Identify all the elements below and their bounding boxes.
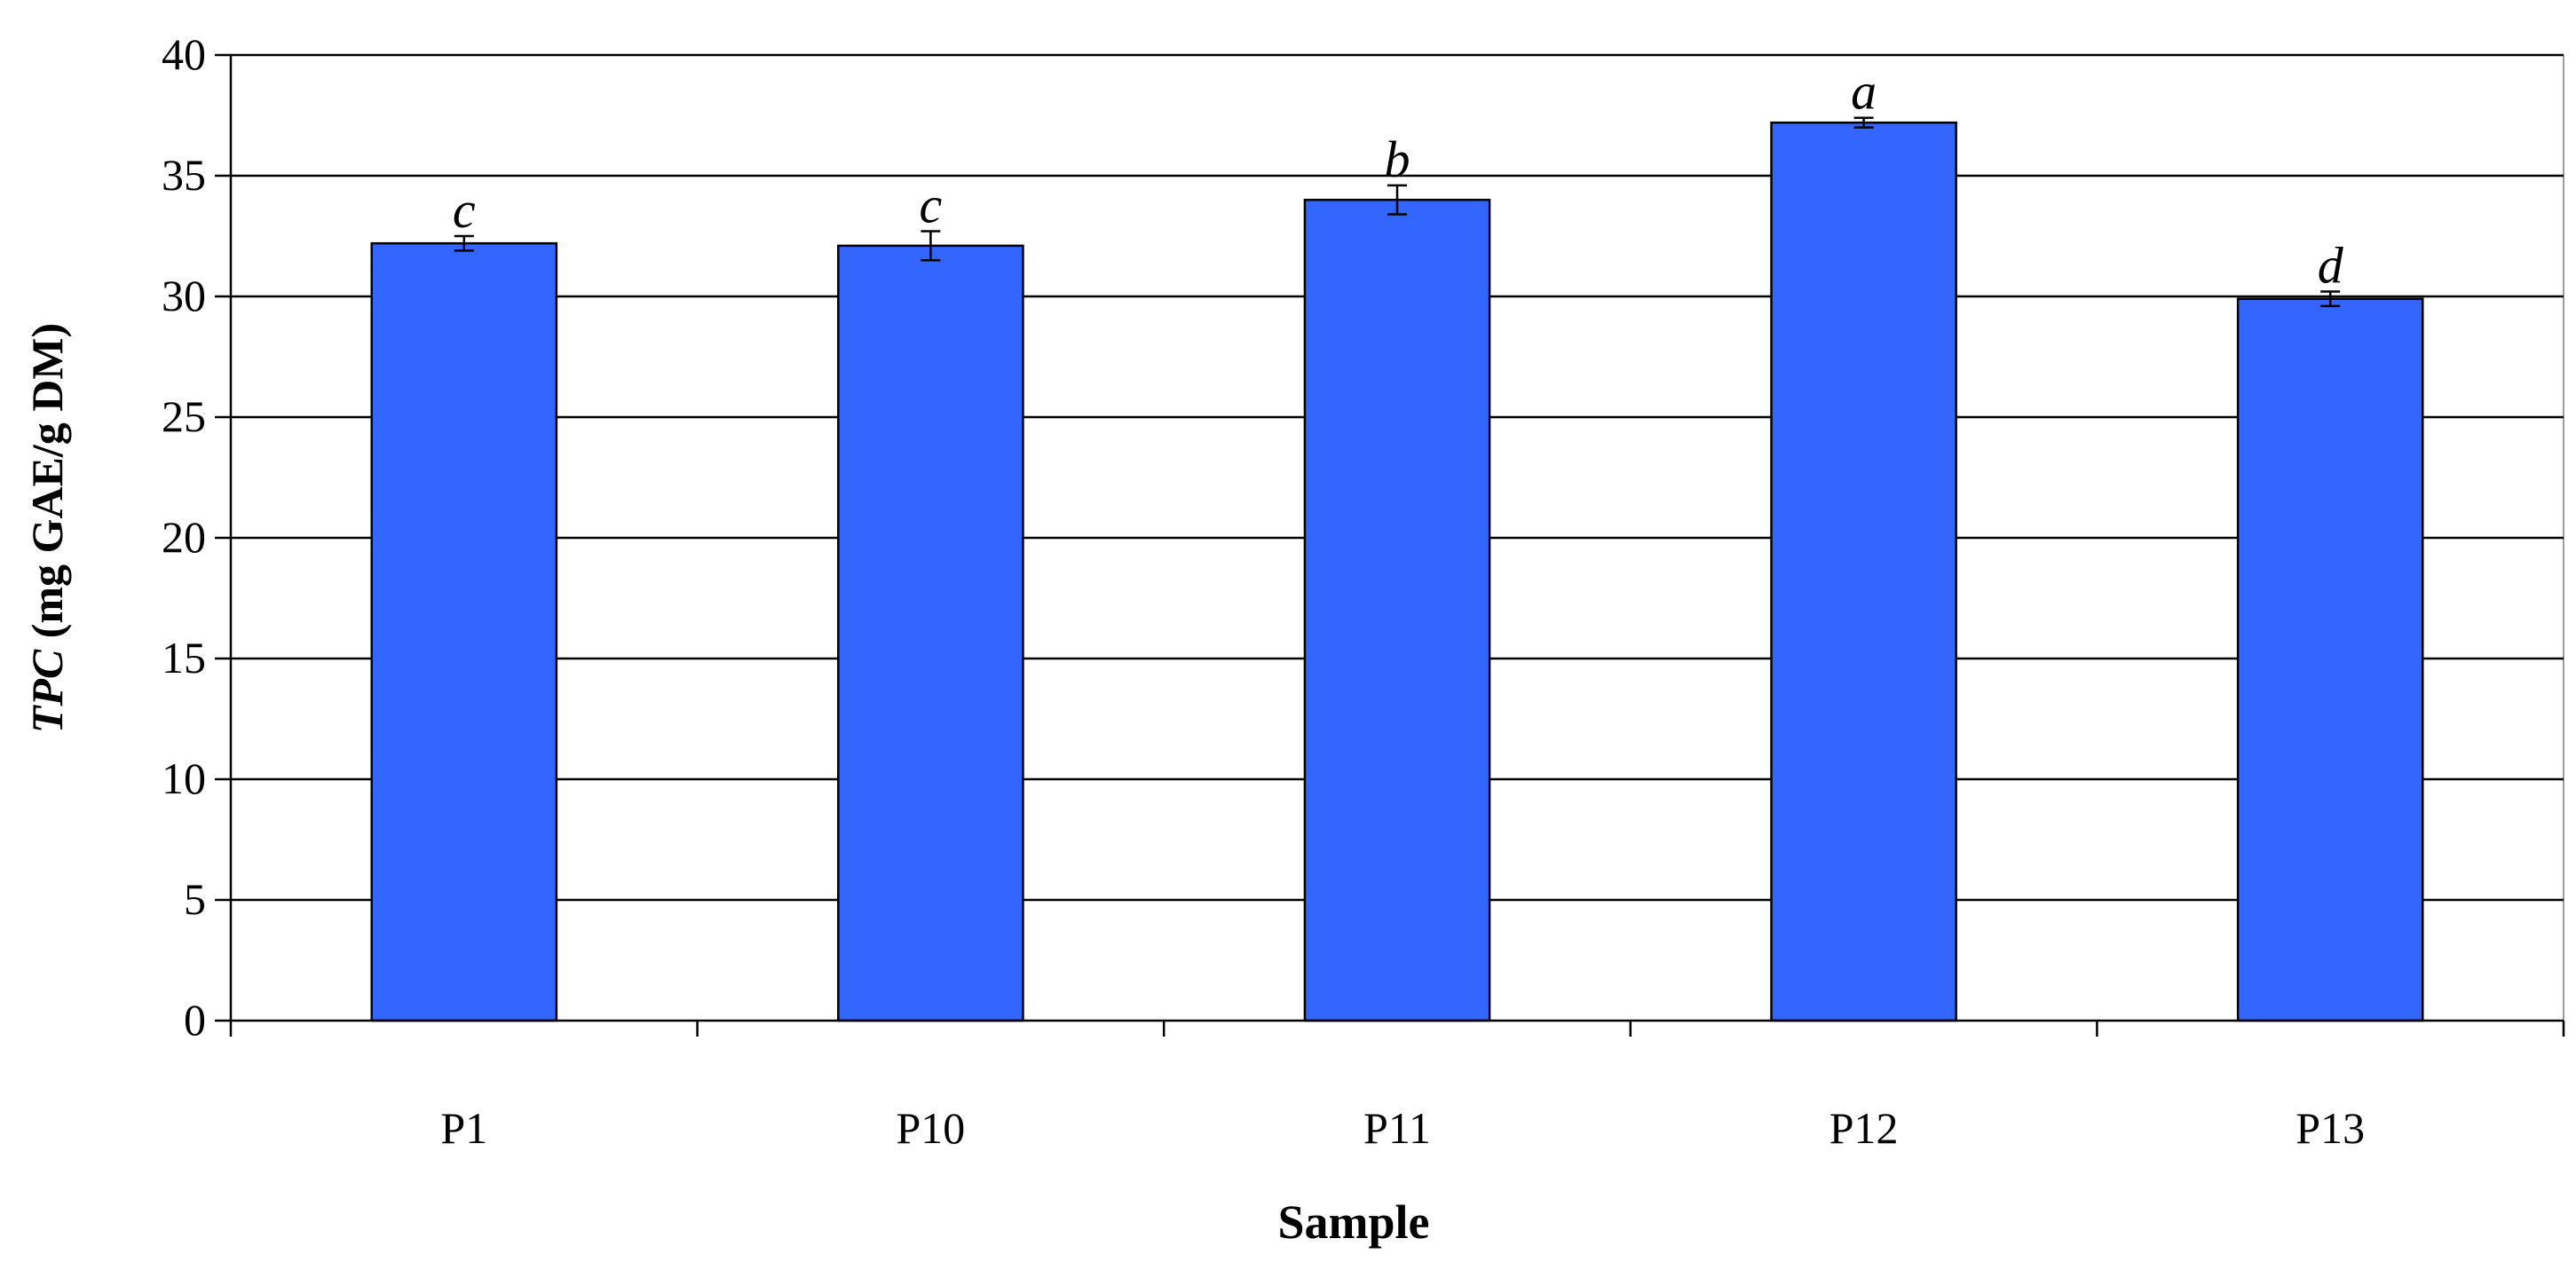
bar-P13 (2236, 297, 2424, 1022)
y-tick-label-10: 10 (162, 753, 206, 803)
y-axis-label: TPC (mg GAE/g DM) (22, 323, 72, 733)
bar-P1 (370, 241, 558, 1022)
bar-P10 (837, 244, 1024, 1022)
significance-letter-P13: d (2318, 237, 2344, 295)
bar-P12 (1770, 121, 1957, 1022)
y-tick-label-30: 30 (162, 271, 206, 320)
x-tick-label-P13: P13 (2295, 1103, 2365, 1153)
x-axis-label: Sample (1277, 1195, 1429, 1249)
y-tick-label-15: 15 (162, 633, 206, 682)
y-tick-label-25: 25 (162, 391, 206, 441)
y-tick-label-35: 35 (162, 150, 206, 200)
significance-letter-P11: b (1385, 130, 1410, 188)
y-tick-label-40: 40 (162, 29, 206, 79)
y-tick-label-20: 20 (162, 512, 206, 562)
labels: TPC (mg GAE/g DM) Sample 0 5 10 15 20 25 30 35 4… (22, 29, 2365, 1249)
error-bars (454, 116, 2341, 308)
significance-letter-P10: c (920, 177, 943, 234)
y-axis-label-main: TPC (22, 649, 72, 733)
significance-letter-P1: c (453, 181, 476, 239)
y-axis-label-units: (mg GAE/g DM) (22, 323, 72, 650)
x-tick-label-P10: P10 (896, 1103, 965, 1153)
y-tick-label-0: 0 (184, 995, 206, 1045)
axes (215, 53, 2565, 1037)
x-tick-label-P1: P1 (440, 1103, 487, 1153)
bars (370, 121, 2424, 1022)
x-tick-label-P12: P12 (1829, 1103, 1899, 1153)
x-tick-label-P11: P11 (1363, 1103, 1431, 1153)
significance-letter-P12: a (1851, 63, 1877, 121)
y-tick-label-5: 5 (184, 874, 206, 924)
bar-P11 (1303, 198, 1491, 1022)
